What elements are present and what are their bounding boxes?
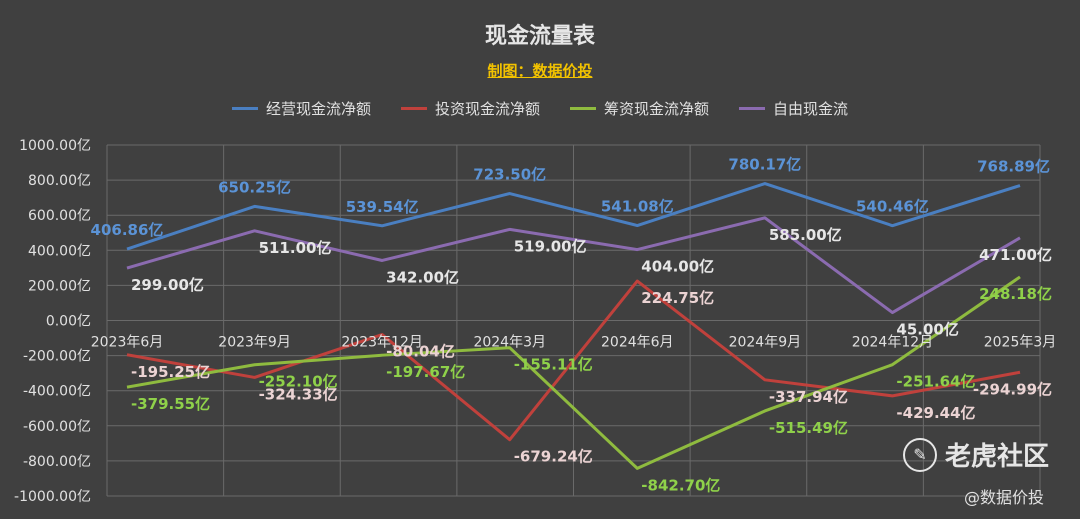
y-tick-label: -600.00亿 (23, 419, 91, 435)
data-label: 224.75亿 (641, 289, 714, 307)
y-tick-label: -1000.00亿 (14, 489, 91, 505)
legend-swatch-free (739, 107, 766, 110)
data-label: 248.18亿 (979, 285, 1052, 303)
data-label: 45.00亿 (896, 321, 958, 339)
y-tick-label: 800.00亿 (28, 173, 91, 189)
legend-swatch-financing (570, 107, 596, 110)
tiger-logo-icon: ✎ (903, 437, 937, 472)
data-label: 650.25亿 (218, 178, 291, 196)
data-label: 471.00亿 (979, 246, 1052, 264)
y-tick-label: 1000.00亿 (19, 138, 91, 154)
data-label: 540.46亿 (856, 198, 929, 216)
x-tick-label: 2024年3月 (473, 335, 546, 351)
legend-item-operating[interactable]: 经营现金流净额 (231, 98, 371, 119)
y-tick-label: 400.00亿 (28, 243, 91, 259)
data-label: 519.00亿 (514, 237, 587, 255)
data-label: 539.54亿 (346, 198, 419, 216)
data-label: 585.00亿 (769, 226, 842, 244)
x-tick-label: 2024年9月 (729, 335, 802, 351)
legend-label-free: 自由现金流 (773, 100, 849, 118)
y-tick-label: 200.00亿 (28, 278, 91, 294)
data-label: -324.33亿 (259, 385, 338, 403)
data-label: -679.24亿 (514, 448, 593, 466)
data-label: 406.86亿 (91, 221, 164, 239)
legend-swatch-investing (400, 107, 427, 110)
data-label: -429.44亿 (896, 404, 975, 422)
legend-swatch-operating (231, 107, 258, 110)
credit-text: @数据价投 (964, 488, 1045, 507)
legend-label-operating: 经营现金流净额 (265, 100, 371, 118)
data-label: -80.04亿 (386, 343, 455, 361)
data-label: 404.00亿 (641, 258, 714, 276)
data-label: 780.17亿 (728, 156, 801, 174)
y-tick-label: -800.00亿 (23, 454, 91, 470)
y-tick-label: 600.00亿 (28, 208, 91, 224)
data-label: 511.00亿 (259, 239, 332, 257)
data-label: -155.11亿 (514, 356, 593, 374)
x-tick-label: 2024年6月 (601, 335, 674, 351)
data-label: -294.99亿 (973, 380, 1052, 398)
legend-item-financing[interactable]: 筹资现金流净额 (570, 98, 709, 119)
x-tick-label: 2024年12月 (852, 335, 933, 351)
data-label: -515.49亿 (769, 419, 848, 437)
data-label: -337.94亿 (769, 388, 848, 406)
chart-title: 现金流量表 (484, 24, 595, 49)
legend: 经营现金流净额 投资现金流净额 筹资现金流净额 自由现金流 (0, 98, 1080, 119)
legend-item-free[interactable]: 自由现金流 (739, 98, 848, 119)
y-tick-label: -200.00亿 (23, 349, 91, 365)
watermark: ✎ 老虎社区 (903, 436, 1049, 473)
data-label: -197.67亿 (386, 363, 465, 381)
data-label: -195.25亿 (131, 363, 210, 381)
data-label: -379.55亿 (131, 395, 210, 413)
data-label: -252.10亿 (259, 373, 338, 391)
x-tick-label: 2025年3月 (984, 335, 1057, 351)
data-label: -842.70亿 (641, 476, 720, 494)
data-label: 768.89亿 (977, 158, 1050, 176)
series-line-1 (126, 279, 1021, 442)
data-label: 723.50亿 (473, 166, 546, 184)
series-line-3 (126, 216, 1021, 315)
data-label: 541.08亿 (601, 198, 674, 216)
watermark-text: 老虎社区 (945, 442, 1050, 472)
legend-label-investing: 投资现金流净额 (434, 100, 540, 118)
x-tick-label: 2023年12月 (341, 335, 422, 351)
x-tick-label: 2023年6月 (91, 335, 164, 351)
series-line-2 (126, 275, 1021, 470)
legend-label-financing: 筹资现金流净额 (604, 100, 710, 118)
data-label: 342.00亿 (386, 268, 459, 286)
legend-item-investing[interactable]: 投资现金流净额 (400, 98, 540, 119)
data-label: -251.64亿 (896, 373, 975, 391)
y-tick-label: -400.00亿 (23, 384, 91, 400)
data-label: 299.00亿 (131, 276, 204, 294)
y-tick-label: 0.00亿 (46, 314, 91, 330)
x-tick-label: 2023年9月 (218, 335, 291, 351)
chart-subtitle: 制图：数据价投 (487, 62, 593, 80)
series-line-0 (126, 182, 1021, 251)
